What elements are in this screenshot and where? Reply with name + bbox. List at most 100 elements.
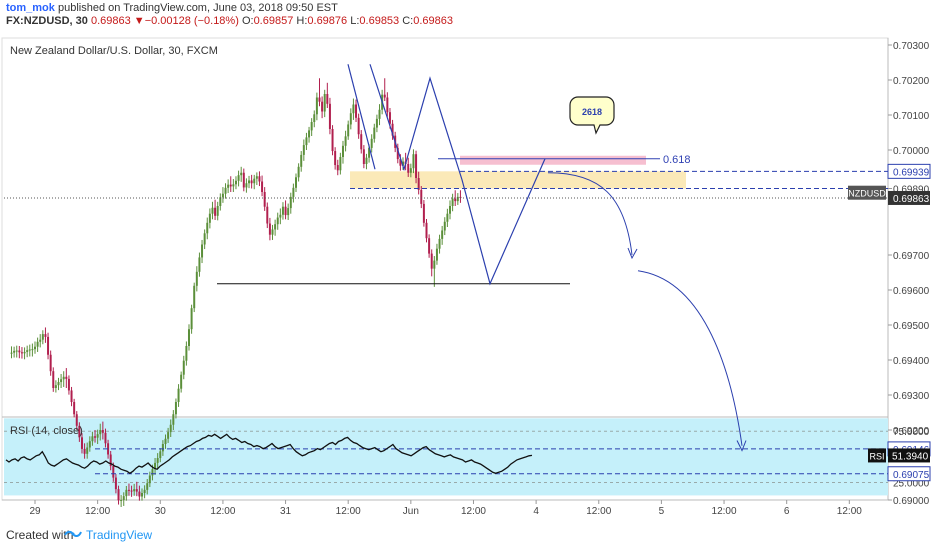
candle-body	[446, 213, 449, 222]
candle-body	[20, 352, 23, 354]
price-tick-label: 0.69300	[893, 391, 930, 402]
level-price-tag	[887, 163, 931, 179]
publish-info: tom_mok published on TradingView.com, Ju…	[6, 2, 338, 14]
candle-body	[190, 308, 193, 330]
author-link[interactable]: tom_mok	[6, 2, 55, 14]
price-tick-label: 0.70300	[893, 41, 930, 52]
rsi-tick-label: 75.0000	[893, 427, 930, 438]
symbol-label[interactable]: FX:NZDUSD, 30	[6, 15, 88, 27]
candle-body	[120, 500, 123, 501]
candle-body	[156, 458, 159, 463]
candle-body	[339, 157, 342, 171]
candle-body	[229, 184, 232, 187]
candle-body	[443, 221, 446, 231]
open-label: O:	[241, 15, 254, 27]
candle-body	[459, 196, 462, 198]
candle-body	[112, 466, 115, 478]
candle-body	[151, 469, 154, 476]
candle-body	[435, 248, 438, 261]
callout-bubble	[569, 96, 615, 135]
low-label: L:	[350, 15, 360, 27]
candle-body	[135, 489, 138, 492]
close-label: C:	[402, 15, 414, 27]
candle-body	[266, 206, 269, 224]
zigzag-pattern-start	[347, 64, 376, 170]
candle-body	[355, 104, 358, 118]
candle-body	[407, 164, 410, 173]
candle-body	[276, 217, 279, 225]
candle-body	[399, 159, 402, 166]
candle-body	[305, 137, 308, 146]
chart-canvas[interactable]: 0.70300 0.70200 0.70100 0.70000 0.69890 0.697…	[0, 0, 932, 522]
candle-body	[15, 350, 18, 352]
candle-body	[23, 351, 26, 354]
candle-body	[39, 339, 42, 342]
candle-body	[289, 196, 292, 209]
candle-body	[28, 349, 31, 351]
candle-body	[274, 224, 277, 230]
candle-body	[370, 138, 373, 148]
candle-body	[302, 145, 305, 155]
candle-body	[295, 177, 297, 188]
candle-body	[263, 192, 266, 207]
candle-body	[396, 147, 399, 160]
candle-body	[70, 390, 73, 402]
candle-body	[177, 388, 180, 402]
level-price-tag-text: 0.69075	[893, 470, 930, 481]
candle-body	[451, 198, 454, 206]
candle-body	[26, 350, 29, 352]
time-tick-label: 5	[659, 506, 665, 517]
candle-body	[383, 94, 386, 98]
price-tick-label: 0.69890	[893, 185, 930, 196]
candle-body	[386, 97, 389, 113]
fib-zone	[460, 155, 646, 165]
candle-body	[180, 374, 183, 389]
drawing-zones[interactable]	[350, 155, 686, 189]
time-tick-label: 30	[155, 506, 167, 517]
tradingview-brand[interactable]: TradingView	[86, 528, 153, 542]
candle-body	[203, 233, 206, 245]
current-price-tag	[888, 190, 930, 205]
supply-zone	[350, 171, 686, 189]
candle-body	[125, 489, 128, 497]
candle-body	[195, 271, 198, 286]
candle-body	[368, 147, 371, 158]
candle-body	[96, 434, 99, 438]
candle-body	[86, 447, 89, 454]
candle-body	[323, 94, 326, 112]
time-tick-label: 12:00	[837, 506, 862, 517]
candle-body	[49, 354, 52, 372]
price-axis[interactable]: 0.70300 0.70200 0.70100 0.70000 0.69890 0.697…	[888, 41, 930, 507]
candle-body	[378, 109, 381, 119]
rsi-value-text: 51.3940	[892, 451, 929, 462]
rsi-axis: 75.0000 25.0000	[4, 427, 930, 490]
candle-body	[232, 184, 235, 187]
candle-body	[94, 436, 97, 438]
tradingview-logo-icon[interactable]	[64, 528, 82, 543]
candle-body	[441, 230, 444, 239]
candle-body	[117, 489, 120, 501]
drawings[interactable]: 0.618 2618	[4, 64, 888, 475]
candle-body	[321, 101, 324, 112]
candle-body	[279, 214, 282, 218]
symbol-tag	[848, 185, 886, 200]
candle-body	[44, 334, 47, 337]
time-axis[interactable]: 29 12:00 30 12:00 31 12:00 Jun 12:00 4 12:00 5 12:0…	[29, 500, 862, 517]
candle-body	[216, 206, 219, 216]
candle-body	[271, 229, 274, 235]
candle-body	[143, 489, 146, 493]
candle-body	[373, 127, 376, 139]
rsi-badge-text: RSI	[869, 451, 884, 461]
candle-body	[141, 493, 144, 497]
candle-body	[148, 475, 151, 484]
projection-arrowhead-2	[736, 440, 747, 452]
candle-body	[138, 491, 141, 497]
candle-body	[284, 206, 287, 216]
candle-body	[454, 198, 457, 202]
candle-body	[433, 260, 436, 269]
candle-body	[412, 154, 415, 169]
candle-body	[328, 103, 331, 129]
level-price-tag	[887, 466, 931, 482]
candle-body	[292, 187, 295, 197]
candle-body	[245, 183, 248, 188]
